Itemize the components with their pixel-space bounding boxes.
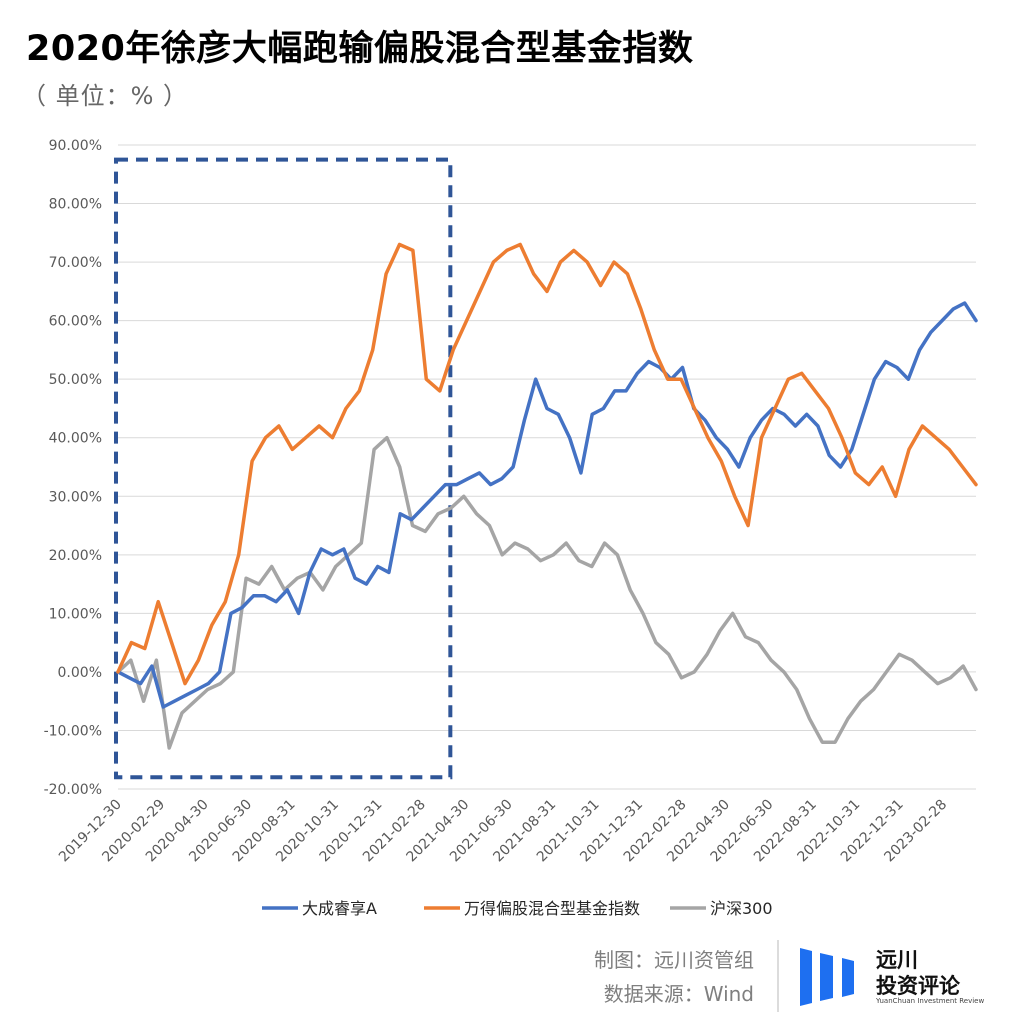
y-tick-label: 70.00%: [49, 255, 102, 271]
logo-bar: [820, 953, 833, 1001]
y-tick-label: -10.00%: [44, 723, 102, 739]
x-axis-ticks: 2019-12-302020-02-292020-04-302020-06-30…: [56, 797, 950, 866]
y-tick-label: 0.00%: [58, 665, 102, 681]
logo-tagline: 投资评论: [876, 974, 960, 998]
y-tick-label: 80.00%: [49, 197, 102, 213]
legend-entry: 万得偏股混合型基金指数: [464, 899, 640, 918]
y-tick-label: 60.00%: [49, 314, 102, 330]
y-tick-label: 20.00%: [49, 548, 102, 564]
y-tick-label: 50.00%: [49, 372, 102, 388]
credit-maker: 制图：远川资管组: [594, 948, 754, 972]
logo-bar: [800, 948, 812, 1006]
series-line: [116, 242, 978, 686]
highlight-box: [114, 157, 453, 780]
y-tick-label: 90.00%: [49, 138, 102, 154]
y-tick-label: -20.00%: [44, 782, 102, 798]
y-tick-label: 30.00%: [49, 489, 102, 505]
series-lines: [116, 242, 978, 750]
logo-subtitle: YuanChuan Investment Review: [876, 997, 985, 1005]
series-line: [116, 435, 978, 750]
y-tick-label: 10.00%: [49, 606, 102, 622]
logo-name: 远川: [876, 948, 918, 972]
logo-icon: [800, 948, 854, 1006]
legend: 大成睿享A 万得偏股混合型基金指数 沪深300: [262, 899, 773, 918]
gridlines: [118, 144, 976, 790]
logo-bar: [842, 958, 854, 997]
legend-entry: 大成睿享A: [302, 899, 377, 918]
legend-entry: 沪深300: [710, 899, 773, 918]
y-axis-ticks: 90.00% 80.00% 70.00% 60.00% 50.00% 40.00% 30.0…: [44, 138, 102, 798]
y-tick-label: 40.00%: [49, 431, 102, 447]
credit-source: 数据来源：Wind: [603, 982, 754, 1006]
unit-label: （ 单位：% ）: [22, 82, 189, 110]
chart-title: 2020年徐彦大幅跑输偏股混合型基金指数: [26, 29, 694, 69]
series-line: [116, 301, 978, 709]
